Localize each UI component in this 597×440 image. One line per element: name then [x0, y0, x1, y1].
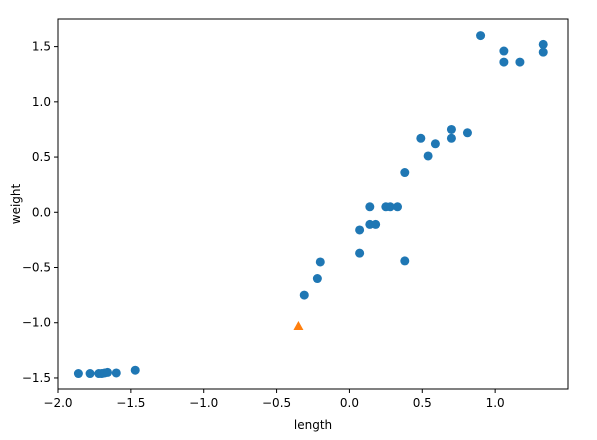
data-point-s0-25: [446, 124, 456, 134]
x-tick-label-6: 1.0: [486, 396, 505, 410]
y-tick-label-5: 1.0: [32, 95, 51, 109]
data-point-s0-30: [515, 57, 525, 67]
data-point-s0-21: [416, 133, 426, 143]
x-axis-label: length: [294, 418, 332, 432]
y-axis-ticks: −1.5 −1.0 −0.5 0.0 0.5 1.0 1.5: [22, 40, 58, 385]
data-point-s0-24: [446, 133, 456, 143]
data-point-s0-27: [476, 31, 486, 41]
data-point-s0-28: [499, 46, 509, 56]
data-point-s0-23: [430, 139, 440, 149]
data-point-s0-10: [315, 257, 325, 267]
data-point-s0-6: [111, 368, 121, 378]
y-tick-label-3: 0.0: [32, 205, 51, 219]
data-point-s0-9: [312, 274, 322, 284]
y-axis-label: weight: [9, 183, 23, 224]
x-tick-label-5: 0.5: [413, 396, 432, 410]
data-point-s0-12: [355, 225, 365, 235]
plot-area: [58, 19, 568, 389]
data-point-s0-14: [365, 202, 375, 212]
data-point-s0-0: [73, 369, 83, 379]
data-point-s0-7: [130, 365, 140, 375]
x-tick-label-2: −1.0: [189, 396, 218, 410]
x-tick-label-0: −2.0: [43, 396, 72, 410]
x-tick-label-4: 0.0: [340, 396, 359, 410]
data-point-s0-1: [85, 369, 95, 379]
data-point-s0-17: [385, 202, 395, 212]
data-point-s0-29: [499, 57, 509, 67]
y-tick-label-0: −1.5: [22, 371, 51, 385]
data-point-s0-15: [371, 219, 381, 229]
axes: [57, 18, 569, 390]
x-tick-label-1: −1.5: [116, 396, 145, 410]
data-points: [73, 31, 548, 379]
x-axis-ticks: −2.0 −1.5 −1.0 −0.5 0.0 0.5 1.0: [43, 389, 505, 410]
data-point-s0-20: [400, 256, 410, 266]
data-point-s0-22: [423, 151, 433, 161]
y-tick-label-4: 0.5: [32, 150, 51, 164]
y-tick-label-6: 1.5: [32, 40, 51, 54]
y-tick-label-1: −1.0: [22, 316, 51, 330]
plot-frame: [57, 18, 569, 390]
data-point-s0-32: [538, 47, 548, 57]
data-point-s0-5: [103, 367, 113, 377]
data-point-s0-26: [462, 128, 472, 138]
y-tick-label-2: −0.5: [22, 261, 51, 275]
data-point-s0-18: [393, 202, 403, 212]
data-point-s1-0: [293, 321, 304, 331]
data-point-s0-19: [400, 168, 410, 178]
data-point-s0-8: [299, 290, 309, 300]
x-tick-label-3: −0.5: [262, 396, 291, 410]
data-point-s0-31: [538, 39, 548, 49]
data-point-s0-11: [355, 248, 365, 258]
